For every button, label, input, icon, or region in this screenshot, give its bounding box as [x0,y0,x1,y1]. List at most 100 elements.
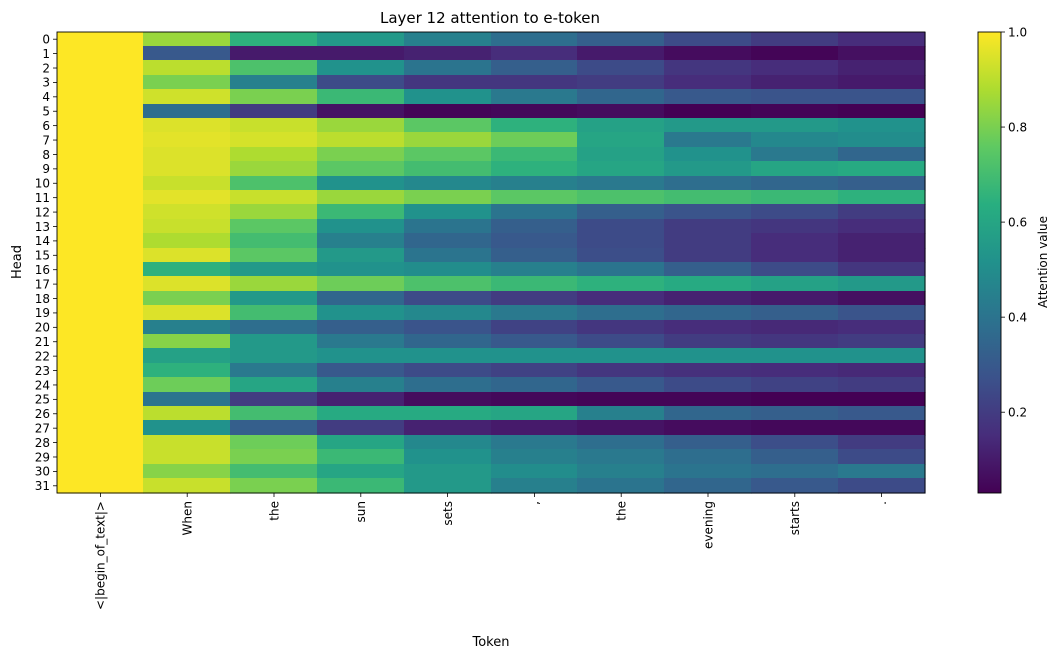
heatmap-cell [577,449,665,465]
y-tick-label: 23 [35,364,50,378]
heatmap-cell [317,161,405,177]
heatmap-cell [577,60,665,76]
heatmap-cell [577,320,665,335]
heatmap-cell [751,305,839,321]
heatmap-cell [838,147,926,162]
heatmap-cell [143,46,231,61]
y-tick-label: 25 [35,393,50,407]
heatmap-cell [751,406,839,421]
heatmap-cell [664,334,752,349]
y-tick-label: 28 [35,436,50,450]
heatmap-cell [317,348,405,364]
heatmap-cell [57,392,144,407]
heatmap-cell [143,219,231,234]
heatmap-cell [143,420,231,436]
heatmap-cell [577,32,665,47]
heatmap-cell [751,291,839,306]
heatmap-cell [57,420,144,436]
heatmap-cell [57,464,144,479]
heatmap-cell [838,334,926,349]
y-tick-label: 31 [35,479,50,493]
heatmap-cell [838,262,926,277]
heatmap-cell [230,219,318,234]
heatmap-cell [751,449,839,465]
heatmap-cell [664,89,752,105]
heatmap-cell [57,276,144,292]
heatmap-cell [230,478,318,494]
heatmap-cell [751,233,839,249]
heatmap-cell [838,363,926,378]
heatmap-cell [230,161,318,177]
y-tick-label: 9 [42,162,50,176]
heatmap-cell [143,204,231,220]
y-tick-label: 19 [35,306,50,320]
heatmap-cell [664,132,752,148]
heatmap-cell [143,320,231,335]
heatmap-cell [838,276,926,292]
heatmap-cell [404,406,492,421]
heatmap-cell [577,262,665,277]
heatmap-cell [838,320,926,335]
y-tick-label: 4 [42,90,50,104]
heatmap-cell [57,190,144,205]
heatmap-cell [317,320,405,335]
heatmap-cell [230,204,318,220]
heatmap-cell [57,60,144,76]
heatmap-cell [751,464,839,479]
heatmap-cell [491,233,578,249]
heatmap-cell [404,420,492,436]
y-tick-label: 26 [35,407,50,421]
heatmap-cell [664,233,752,249]
heatmap-cell [143,248,231,263]
heatmap-cell [57,219,144,234]
x-tick-label: When [181,501,195,535]
heatmap-cell [404,320,492,335]
heatmap-cell [577,161,665,177]
heatmap-cell [664,392,752,407]
colorbar-ticks: 0.2 0.4 0.6 0.8 1.0 [1001,25,1027,420]
heatmap-cell [317,363,405,378]
heatmap-cell [838,464,926,479]
heatmap-cell [664,435,752,450]
heatmap-cell [577,334,665,349]
heatmap-cell [664,276,752,292]
heatmap-cell [751,75,839,90]
heatmap-cell [57,233,144,249]
heatmap-cell [317,305,405,321]
heatmap-cell [230,291,318,306]
heatmap-cell [230,262,318,277]
heatmap-cell [491,118,578,133]
heatmap-cell [577,75,665,90]
heatmap-cell [317,464,405,479]
heatmap-cell [838,449,926,465]
y-tick-label: 30 [35,465,50,479]
heatmap-cell [57,262,144,277]
y-tick-label: 24 [35,378,50,392]
heatmap-cell [491,147,578,162]
y-tick-label: 11 [35,191,50,205]
heatmap-cell [751,377,839,393]
heatmap-cell [143,464,231,479]
heatmap-cell [230,89,318,105]
heatmap-cell [664,464,752,479]
heatmap-cell [751,89,839,105]
heatmap-cell [143,75,231,90]
heatmap-cell [143,392,231,407]
heatmap-cell [404,190,492,205]
heatmap-cell [404,363,492,378]
heatmap-cell [57,377,144,393]
heatmap-cell [143,449,231,465]
heatmap-cell [838,305,926,321]
heatmap-cell [664,60,752,76]
y-tick-label: 14 [35,234,50,248]
heatmap-cell [57,104,144,119]
heatmap-cell [404,262,492,277]
heatmap-cell [577,478,665,494]
y-axis-ticks: 0123456789101112131415161718192021222324… [35,33,57,493]
heatmap-cell [57,75,144,90]
y-tick-label: 15 [35,249,50,263]
heatmap-cell [404,176,492,191]
heatmap-cell [491,363,578,378]
heatmap-cell [751,348,839,364]
heatmap-cell [751,204,839,220]
